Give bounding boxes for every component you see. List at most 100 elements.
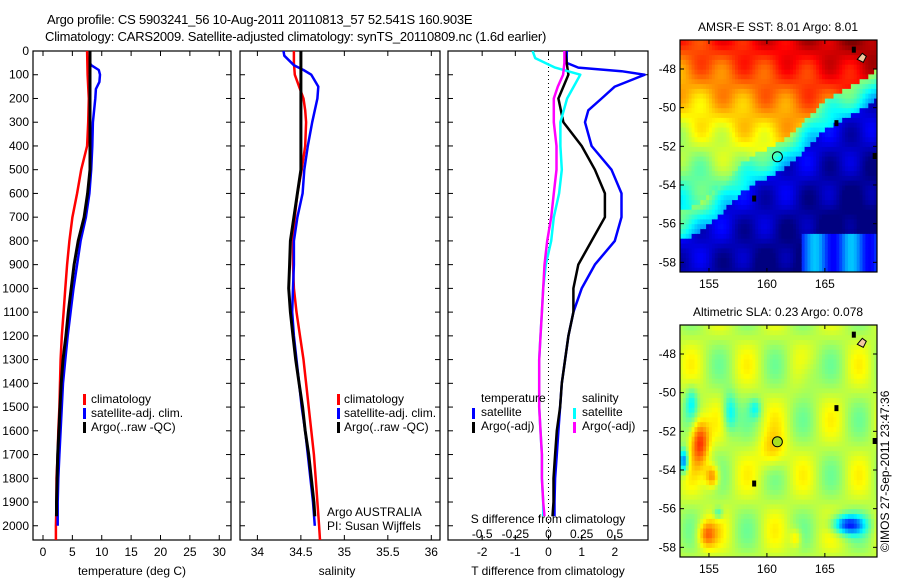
heatmap-cell [761, 199, 765, 205]
heatmap-cell [703, 73, 707, 80]
heatmap-cell [795, 54, 800, 60]
heatmap-cell [804, 160, 809, 167]
heatmap-cell [720, 537, 725, 544]
heatmap-cell [769, 83, 774, 89]
heatmap-cell [717, 247, 722, 254]
heatmap-cell [790, 156, 794, 162]
heatmap-cell [743, 243, 748, 249]
heatmap-cell [850, 228, 855, 234]
heatmap-cell [729, 69, 733, 75]
heatmap-cell [874, 170, 877, 176]
heatmap-cell [711, 484, 716, 490]
heatmap-cell [717, 204, 722, 210]
heatmap-cell [732, 368, 736, 374]
heatmap-cell [723, 334, 727, 341]
heatmap-cell [842, 112, 846, 118]
heatmap-cell [865, 83, 869, 89]
heatmap-cell [706, 83, 710, 89]
heatmap-cell [850, 69, 855, 75]
heatmap-cell [688, 416, 693, 423]
heatmap-cell [732, 185, 736, 191]
heatmap-cell [758, 402, 762, 408]
heatmap-cell [688, 40, 693, 46]
heatmap-cell [697, 102, 701, 109]
heatmap-cell [772, 136, 777, 143]
heatmap-cell [706, 218, 710, 225]
heatmap-cell [764, 209, 768, 215]
heatmap-cell [795, 194, 800, 201]
heatmap-cell [793, 194, 797, 201]
heatmap-cell [740, 243, 745, 249]
heatmap-cell [720, 334, 725, 341]
heatmap-cell [711, 465, 716, 471]
heatmap-cell [743, 426, 748, 432]
map-y-tick-label: -52 [659, 139, 677, 153]
heatmap-cell [700, 474, 704, 481]
heatmap-cell [717, 349, 722, 355]
heatmap-cell [680, 416, 684, 423]
heatmap-cell [711, 431, 716, 437]
heatmap-cell [862, 185, 866, 191]
heatmap-cell [787, 247, 791, 254]
heatmap-cell [688, 373, 693, 379]
heatmap-cell [735, 54, 739, 60]
heatmap-cell [703, 233, 707, 239]
heatmap-cell [697, 218, 701, 225]
heatmap-cell [781, 233, 785, 239]
heatmap-cell [714, 508, 719, 515]
heatmap-cell [764, 204, 768, 210]
heatmap-cell [726, 233, 730, 239]
heatmap-cell [740, 165, 745, 172]
heatmap-cell [682, 136, 687, 143]
heatmap-cell [732, 537, 736, 544]
heatmap-cell [680, 209, 684, 215]
heatmap-cell [717, 98, 722, 104]
heatmap-cell [700, 107, 704, 114]
heatmap-cell [871, 223, 875, 230]
heatmap-cell [740, 445, 745, 452]
heatmap-cell [746, 78, 751, 85]
heatmap-cell [735, 378, 739, 384]
heatmap-cell [700, 441, 704, 447]
heatmap-cell [680, 528, 684, 534]
heatmap-cell [755, 204, 759, 210]
heatmap-cell [737, 175, 742, 181]
heatmap-cell [793, 165, 797, 172]
heatmap-cell [726, 358, 730, 365]
heatmap-cell [758, 127, 762, 133]
heatmap-cell [703, 185, 707, 191]
heatmap-cell [706, 416, 710, 423]
heatmap-cell [726, 204, 730, 210]
heatmap-cell [761, 426, 765, 432]
heatmap-cell [717, 508, 722, 515]
heatmap-cell [761, 165, 765, 172]
heatmap-cell [772, 151, 777, 157]
heatmap-cell [737, 180, 742, 186]
heatmap-cell [853, 233, 858, 239]
heatmap-cell [694, 44, 698, 51]
heatmap-cell [839, 122, 843, 128]
heatmap-cell [717, 54, 722, 60]
heatmap-cell [798, 189, 803, 196]
heatmap-cell [758, 489, 762, 495]
heatmap-cell [729, 214, 733, 220]
heatmap-cell [813, 136, 817, 143]
heatmap-cell [769, 112, 774, 118]
heatmap-cell [720, 542, 725, 548]
heatmap-cell [694, 156, 698, 162]
heatmap-cell [729, 78, 733, 85]
heatmap-cell [850, 170, 855, 176]
heatmap-cell [740, 93, 745, 99]
heatmap-cell [772, 69, 777, 75]
heatmap-cell [766, 136, 771, 143]
heatmap-cell [729, 170, 733, 176]
heatmap-cell [758, 416, 762, 423]
heatmap-cell [694, 93, 698, 99]
heatmap-cell [711, 547, 716, 553]
heatmap-cell [874, 98, 877, 104]
heatmap-cell [743, 267, 748, 272]
heatmap-cell [682, 407, 687, 413]
heatmap-cell [735, 185, 739, 191]
heatmap-cell [850, 185, 855, 191]
heatmap-cell [769, 136, 774, 143]
